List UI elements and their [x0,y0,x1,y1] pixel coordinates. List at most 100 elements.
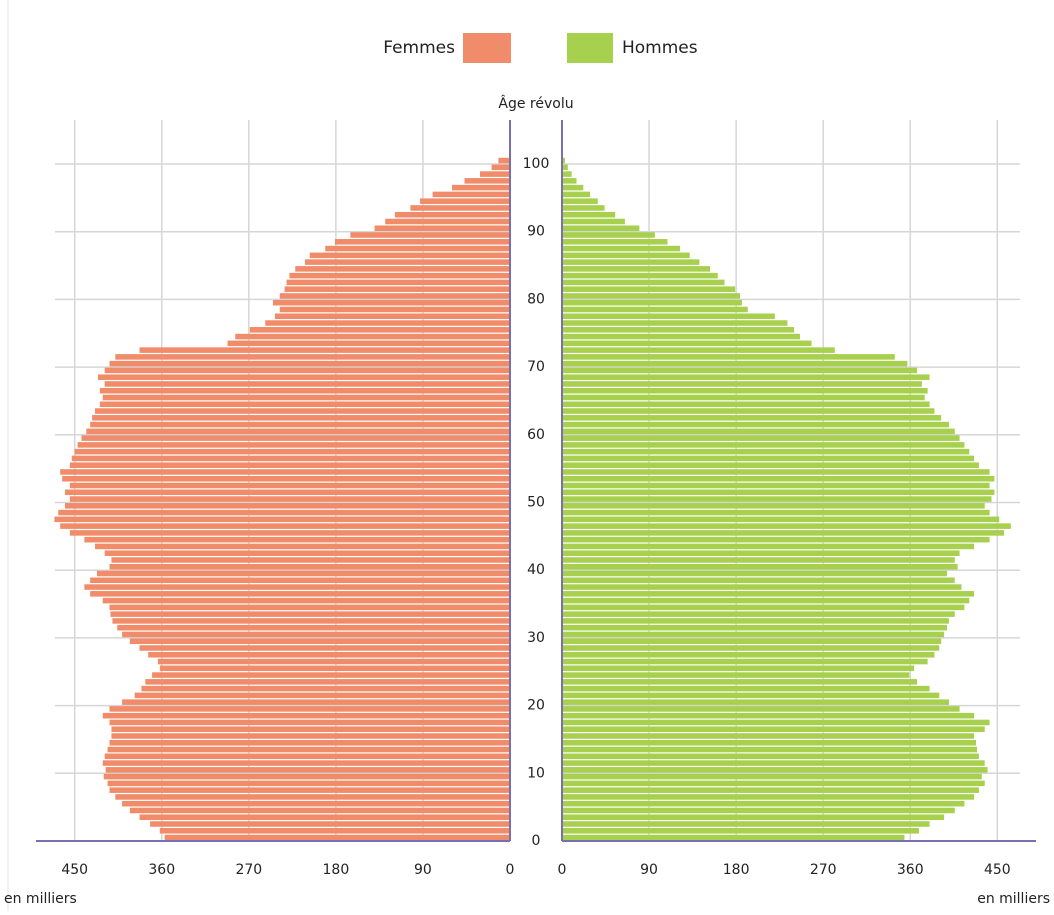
y-tick-label: 80 [527,291,545,307]
bar [562,313,775,320]
bar [562,435,960,441]
y-tick-label: 0 [532,833,541,849]
bar [109,719,510,726]
bar [562,225,640,232]
bar [562,536,990,543]
bar [562,550,960,556]
bar [71,455,510,462]
bar [159,828,510,834]
bar [139,645,511,651]
bar [111,557,510,563]
bar [562,299,742,306]
bar [562,679,918,685]
bar [562,394,925,401]
bar [562,408,935,414]
bar [350,232,510,238]
bar [562,814,945,821]
bar [562,381,922,387]
bar [69,530,510,536]
bar [562,523,1011,529]
bar [109,706,510,712]
bar [69,482,510,489]
bar [562,428,955,435]
bar [562,469,990,475]
bar [562,746,977,753]
bar [420,198,510,204]
bar [562,563,958,570]
bar [562,475,995,482]
x-tick-label: 360 [897,862,924,878]
bar [562,232,655,238]
bar [562,767,988,773]
legend-swatch [463,33,511,63]
bar [562,360,908,367]
bar [227,340,510,347]
bar [90,421,511,428]
bar [562,821,930,827]
y-tick-label: 90 [527,224,545,240]
bar [562,611,955,617]
bar [249,327,510,333]
x-tick-label: 0 [506,862,515,878]
bar [102,712,510,719]
bar [139,814,511,821]
y-tick-label: 40 [527,562,545,578]
bar [480,171,510,177]
x-tick-label: 180 [323,862,350,878]
bar [84,536,511,543]
bar [109,563,510,570]
bar [99,401,510,408]
bar [148,651,510,658]
bar [289,272,510,279]
bar [562,780,985,787]
bar [69,496,510,502]
x-tick-label: 90 [640,862,658,878]
bar [111,733,510,739]
bar [562,543,975,550]
bar [95,543,510,550]
bar [562,570,948,577]
bar [562,658,928,665]
bar [122,631,511,638]
bar [102,597,510,604]
bar [104,550,510,556]
x-tick-label: 450 [984,862,1011,878]
bar [562,597,970,604]
bar [562,719,990,726]
bar [562,252,690,259]
bar [117,624,510,631]
bar [491,164,510,171]
bar [562,239,668,245]
bar [562,509,990,516]
bar [432,191,510,198]
bar [562,496,992,502]
bar [562,651,935,658]
y-tick-label: 70 [527,359,545,375]
bar [562,178,577,184]
bar [562,638,942,644]
bar [273,299,510,306]
bar [562,631,945,638]
bar [562,591,975,597]
y-tick-label: 10 [527,765,545,781]
bar [164,834,510,841]
bar [562,672,910,678]
bar [562,577,955,584]
bar [105,767,510,773]
bar [562,421,949,428]
bar [562,286,736,292]
bar [92,415,510,421]
bar [374,225,510,232]
bar [60,469,510,475]
x-tick-label: 90 [414,862,432,878]
bar [562,164,568,171]
bar [562,584,962,590]
unit-label: en milliers [977,891,1050,907]
bar [115,794,510,800]
x-tick-label: 270 [810,862,837,878]
bar [54,516,511,523]
bar [104,367,510,374]
bar [274,313,510,320]
bar [150,821,510,827]
bar [562,604,965,611]
